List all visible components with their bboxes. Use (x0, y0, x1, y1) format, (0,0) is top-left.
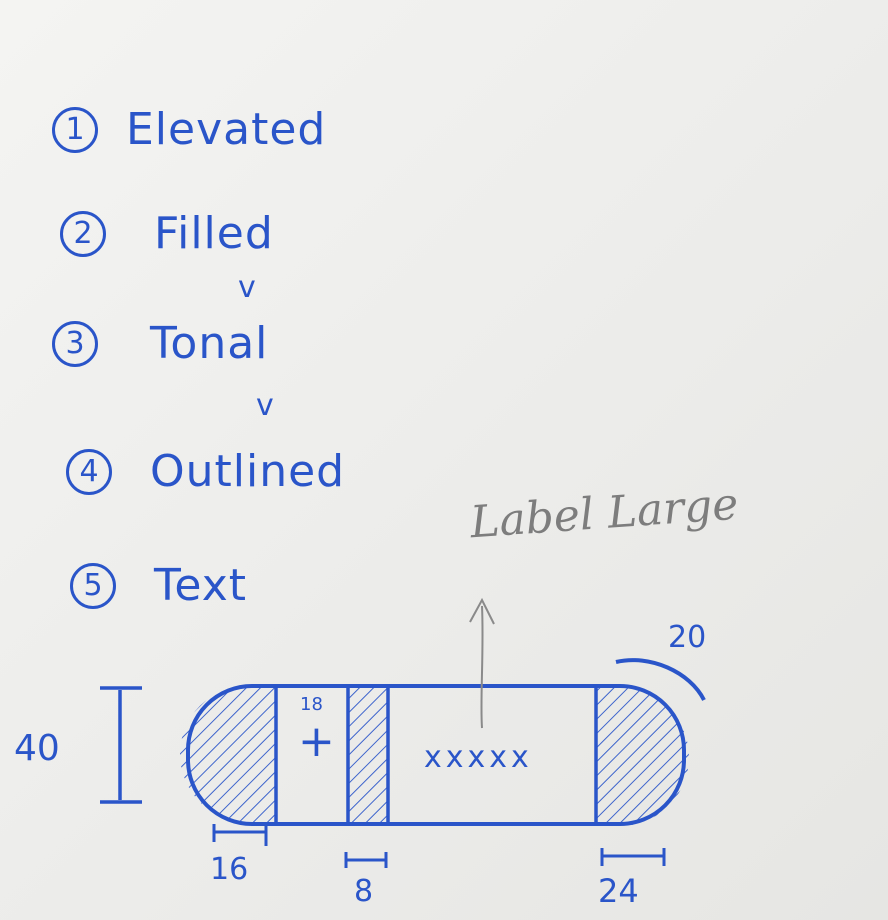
number-badge: 2 (60, 210, 106, 257)
number-badge: 5 (70, 562, 116, 609)
label-placeholder: xxxxx (424, 740, 533, 775)
left-padding-hatch (180, 686, 276, 822)
right-padding-dimension (600, 848, 666, 866)
list-item-text: 5 Text (70, 560, 247, 611)
icon-glyph: + (298, 716, 335, 767)
number-badge: 3 (52, 320, 98, 367)
list-item-filled: 2 Filled (60, 208, 274, 259)
left-padding-dimension (212, 824, 268, 846)
list-item-label: Text (154, 560, 247, 611)
right-padding-label: 24 (598, 872, 639, 910)
corner-radius-label: 20 (668, 620, 707, 655)
height-dimension (100, 686, 142, 804)
gap-dimension (344, 852, 388, 868)
list-item-elevated: 1 Elevated (52, 104, 326, 155)
number-badge: 4 (66, 448, 112, 495)
number-badge: 1 (52, 106, 98, 153)
list-item-tonal: 3 Tonal (52, 318, 268, 369)
height-label: 40 (14, 728, 60, 769)
annotation-arrow (469, 597, 495, 729)
right-padding-hatch (596, 688, 689, 826)
button-outline (186, 684, 686, 826)
list-item-label: Outlined (150, 446, 346, 497)
check-mark: v (256, 388, 274, 423)
check-mark: v (238, 270, 256, 305)
left-padding-label: 16 (210, 852, 249, 887)
list-item-label: Tonal (150, 318, 269, 369)
list-item-outlined: 4 Outlined (66, 446, 345, 497)
gap-label: 8 (354, 874, 374, 909)
list-item-label: Elevated (126, 104, 327, 155)
corner-radius-arc (615, 658, 706, 701)
list-item-label: Filled (154, 208, 274, 259)
icon-size-label: 18 (300, 694, 323, 715)
gap-hatch (348, 686, 388, 822)
